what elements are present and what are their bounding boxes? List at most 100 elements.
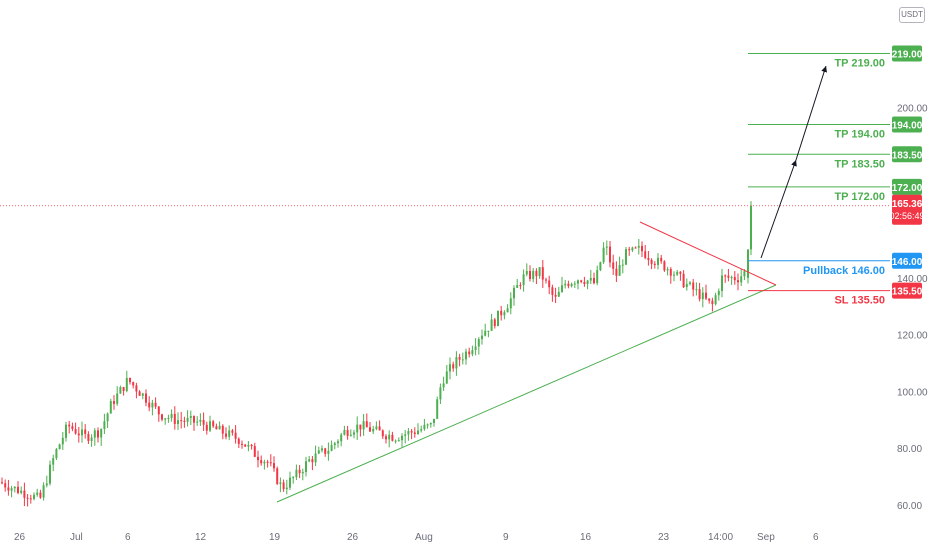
- candle-body: [4, 483, 7, 488]
- candle-body: [308, 459, 311, 462]
- candle-body: [375, 426, 378, 429]
- candle-body: [20, 490, 23, 493]
- y-tick-label: 120.00: [897, 331, 928, 342]
- candle-body: [612, 262, 615, 269]
- candle-body: [154, 402, 157, 407]
- candle-body: [471, 350, 474, 355]
- candle-body: [87, 433, 90, 441]
- candle-body: [404, 434, 407, 436]
- candle-body: [372, 428, 375, 432]
- candle-body: [663, 261, 666, 271]
- candle-body: [135, 385, 138, 392]
- candle-body: [273, 463, 275, 469]
- level-label: TP 219.00: [834, 57, 885, 69]
- candle-body: [378, 426, 381, 431]
- level-badge: [892, 116, 922, 133]
- candle-body: [90, 437, 93, 441]
- candle-body: [276, 468, 279, 484]
- candle-body: [324, 448, 327, 454]
- candle-body: [532, 270, 535, 279]
- projection-arrow: [760, 159, 797, 259]
- level-badge: [892, 146, 922, 163]
- level-label: TP 172.00: [834, 191, 885, 203]
- candle-body: [535, 270, 538, 277]
- candle-body: [260, 460, 263, 464]
- level-label: Pullback 146.00: [803, 265, 885, 277]
- candle-body: [311, 459, 314, 463]
- candle-body: [689, 282, 691, 284]
- candle-body: [509, 298, 512, 309]
- candle-body: [164, 418, 167, 420]
- candle-body: [161, 414, 163, 420]
- candle-body: [186, 417, 189, 422]
- candle-body: [148, 402, 151, 408]
- candle-body: [701, 292, 704, 300]
- candle-body: [743, 271, 746, 277]
- candle-body: [228, 430, 231, 437]
- candle-body: [653, 263, 656, 265]
- candle-body: [321, 448, 323, 451]
- candle-body: [138, 391, 141, 396]
- candle-body: [241, 443, 243, 445]
- projection-arrow: [795, 65, 828, 161]
- candle-body: [474, 346, 477, 351]
- candle-body: [490, 319, 493, 331]
- candle-body: [682, 273, 685, 288]
- candle-body: [250, 444, 253, 447]
- candle-body: [711, 300, 714, 305]
- candle-body: [10, 488, 13, 491]
- candle-body: [497, 310, 499, 327]
- candle-body: [317, 450, 320, 454]
- candle-body: [55, 449, 58, 459]
- candle-body: [618, 265, 621, 276]
- candle-body: [119, 387, 122, 394]
- candle-body: [132, 382, 135, 386]
- candle-body: [500, 310, 503, 316]
- currency-badge[interactable]: USDT: [899, 7, 925, 23]
- candle-body: [289, 477, 291, 488]
- level-badge-text: 172.00: [892, 183, 923, 194]
- candle-body: [714, 295, 717, 305]
- candle-body: [394, 440, 397, 442]
- candle-body: [353, 432, 355, 435]
- candle-body: [125, 377, 128, 392]
- candle-body: [721, 275, 723, 291]
- candle-body: [545, 279, 547, 281]
- candle-body: [583, 281, 586, 285]
- candle-body: [189, 416, 192, 418]
- candle-body: [647, 257, 650, 260]
- candle-body: [33, 494, 35, 499]
- candle-body: [113, 401, 115, 404]
- level-label: TP 183.50: [834, 158, 885, 170]
- x-tick-label: 6: [813, 532, 819, 543]
- candle-body: [244, 444, 247, 447]
- candle-body: [39, 492, 42, 498]
- candle-body: [356, 424, 359, 433]
- x-tick-label: 23: [658, 532, 670, 543]
- candle-body: [65, 424, 67, 438]
- x-tick-label: 26: [347, 532, 359, 543]
- candle-body: [669, 269, 672, 276]
- candle-body: [557, 291, 560, 297]
- candle-body: [724, 275, 727, 277]
- candle-body: [580, 280, 583, 282]
- candle-body: [529, 270, 531, 279]
- candle-body: [61, 437, 64, 445]
- y-tick-label: 80.00: [897, 444, 922, 455]
- candle-body: [225, 433, 227, 437]
- candle-body: [519, 285, 522, 287]
- candle-body: [122, 387, 125, 392]
- candle-body: [388, 434, 391, 440]
- level-badge: [892, 45, 922, 62]
- candle-body: [77, 433, 80, 436]
- candle-body: [657, 257, 659, 265]
- candle-body: [621, 264, 624, 266]
- candle-body: [103, 421, 106, 429]
- candle-body: [97, 430, 99, 438]
- candle-body: [269, 462, 272, 464]
- candle-body: [708, 298, 711, 301]
- candle-body: [634, 247, 637, 249]
- candle-body: [337, 441, 339, 444]
- candle-body: [503, 312, 506, 316]
